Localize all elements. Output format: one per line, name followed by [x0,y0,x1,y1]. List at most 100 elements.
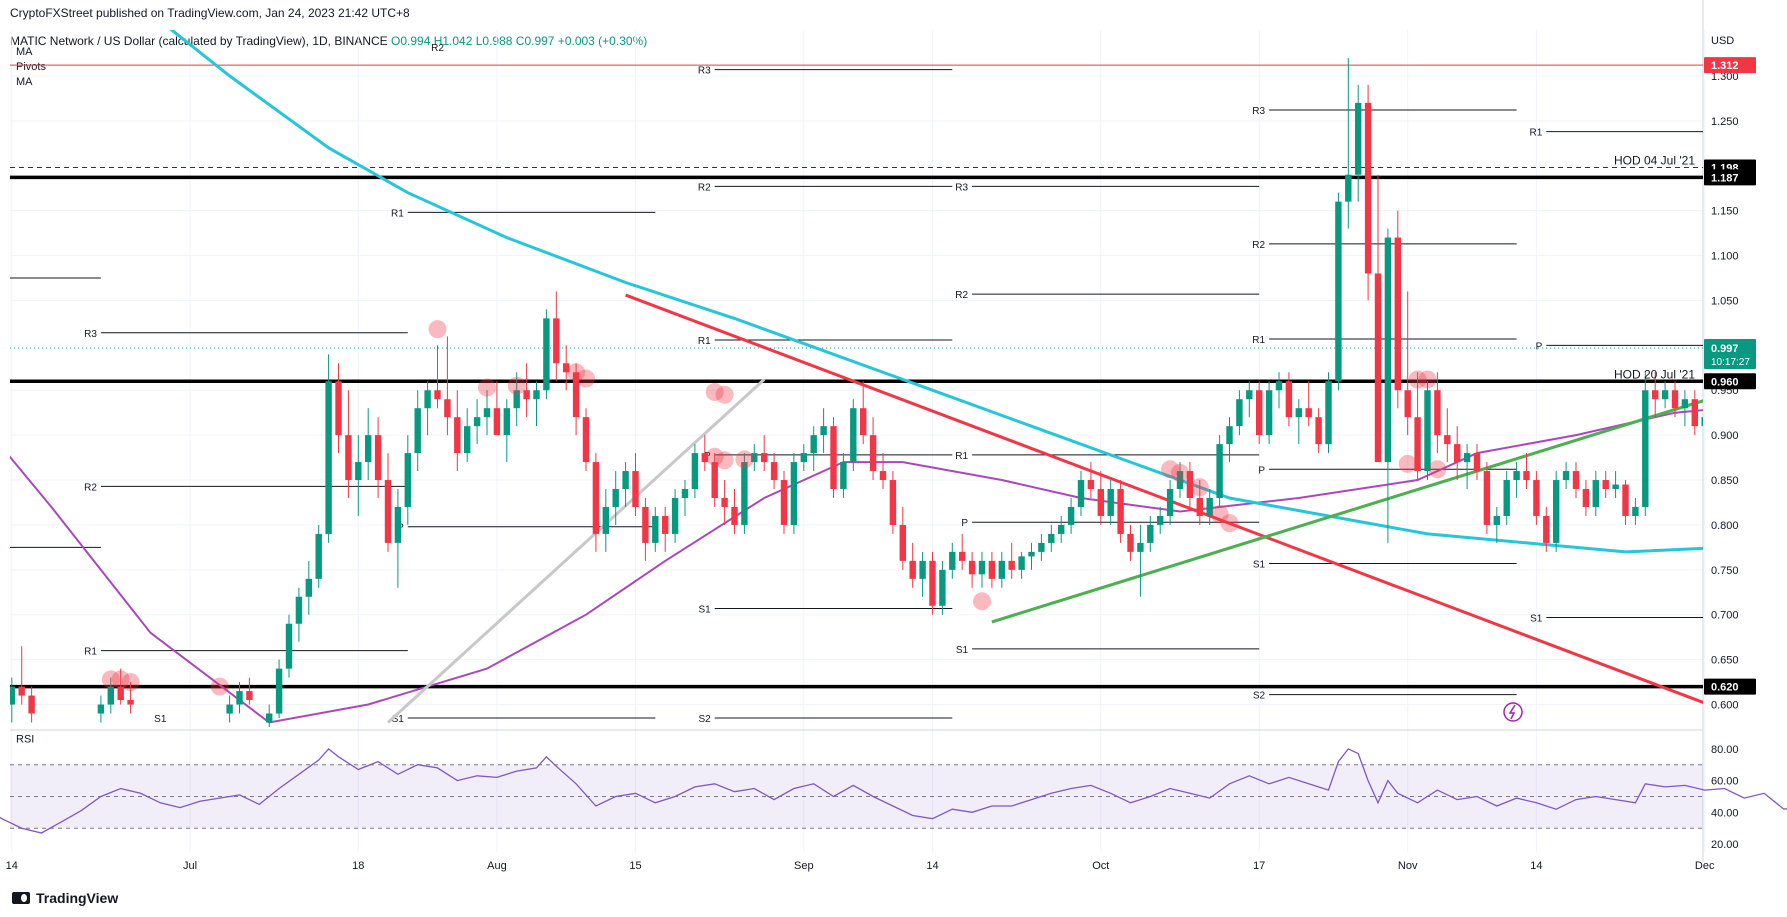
candle-body [1206,498,1213,516]
price-tag [1704,373,1756,390]
candle-body [1582,489,1590,507]
reaction-marker [1220,514,1239,533]
indicator-ma-1[interactable]: MA [16,46,33,58]
candle-body [1315,417,1322,445]
candle-body [1751,435,1757,444]
price-tag [1704,169,1756,186]
candle-body [1374,273,1382,463]
candle-body [1107,489,1114,516]
time-tick-label: Oct [1092,860,1109,872]
candle-body [1236,399,1243,427]
footer-brand[interactable]: TradingView [12,890,118,906]
candle-body [1543,515,1550,543]
footer-brand-label: TradingView [36,890,119,906]
candle-body [1681,399,1689,409]
price-chart[interactable]: R1R3R2PR1S1R3R2R1PS1S2R3R2R1PS1R3R2R1PS1… [0,0,1787,880]
candle-body [978,560,986,575]
candle-body [1434,390,1441,436]
candle-body [295,596,303,624]
candle-body [325,381,332,534]
price-tick-label: 1.300 [1711,71,1739,83]
pivot-label: R1 [698,336,711,347]
time-axis: 14Jul18Aug15Sep14Oct17Nov14Dec19202316Fe… [6,860,1715,872]
candle-body [662,515,669,534]
candle-body [691,453,699,490]
candle-body [1226,426,1233,445]
reaction-marker [101,670,120,689]
candle-body [1642,390,1649,507]
candle-body [97,704,105,714]
pivot-label: P [1536,341,1543,352]
candle-body [0,682,5,704]
indicator-ma-2[interactable]: MA [16,76,33,88]
candle-body [266,713,273,723]
candle-body [671,498,679,534]
candle-body [28,695,35,714]
price-tick-label: 0.750 [1711,565,1739,577]
candle-body [365,435,372,463]
price-tag-label: 0.960 [1711,376,1739,388]
candle-body [899,524,906,561]
candle-body [731,506,738,525]
candle-body [612,489,619,507]
candle-body [1711,408,1717,417]
candle-body [1384,237,1392,463]
rsi-tick-label: 60.00 [1711,776,1739,788]
candle-body [1216,444,1223,498]
time-tick-label: 18 [352,860,364,872]
reaction-marker [478,378,496,397]
rsi-band [10,764,1703,829]
reaction-marker [1418,370,1437,389]
candle-body [1513,471,1520,481]
candle-body [1761,435,1767,444]
candle-body [1325,381,1332,445]
candle-body [1355,102,1362,175]
candle-body [790,462,798,525]
candle-body [414,408,421,454]
candle-body [335,381,342,436]
candle-body [1186,471,1194,498]
candle-body [632,471,639,507]
pivot-label: R1 [955,451,968,462]
candle-body [1048,533,1055,543]
pivot-label: R1 [1252,335,1265,346]
candle-body [879,471,887,481]
candle-body [751,453,758,463]
price-tick-label: 0.700 [1711,610,1739,622]
pivot-label: R2 [1252,240,1265,251]
time-tick-label: Jul [183,860,197,872]
candle-body [1077,480,1085,507]
candle-body [1444,435,1451,445]
candle-body [1493,515,1500,525]
candle-body [959,551,966,561]
pivot-label: S1 [1530,613,1543,624]
price-tick-label: 1.150 [1711,206,1739,218]
candle-body [1771,444,1777,480]
grid [10,0,1706,862]
candle-body [840,462,847,490]
candle-body [592,462,600,534]
candle-body [454,417,461,454]
candle-body [493,408,501,436]
level-label: HOD 04 Jul '21 [1614,154,1695,168]
candle-body [1335,201,1342,382]
candle-body [572,372,580,418]
trendline [625,293,1703,705]
candle-body [1701,417,1703,427]
candle-body [1553,480,1560,543]
reaction-marker [973,592,991,611]
candle-body [1176,471,1184,490]
alert-icon[interactable] [1503,702,1523,722]
rsi-label: RSI [16,734,34,746]
candle-body [1781,480,1787,525]
indicator-pivots[interactable]: Pivots [16,61,46,73]
symbol-name: MATIC Network / US Dollar (calculated by… [10,34,388,48]
time-tick-label: 14 [6,860,18,872]
pivot-label: R1 [1530,128,1543,139]
reaction-marker [1428,460,1447,479]
candle-body [1562,471,1570,481]
last-price-tag [1704,339,1756,370]
candle-body [652,515,659,543]
moving-averages [10,30,1703,724]
price-tick-label: 0.600 [1711,700,1739,712]
